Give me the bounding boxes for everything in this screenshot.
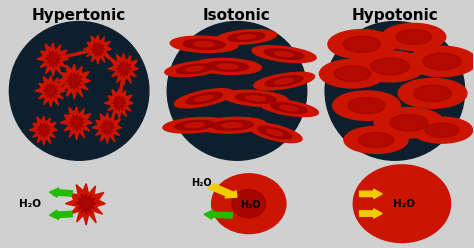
Polygon shape: [112, 96, 126, 111]
Ellipse shape: [167, 22, 307, 160]
Ellipse shape: [165, 61, 224, 77]
Text: H₂O: H₂O: [240, 200, 261, 210]
FancyArrow shape: [359, 189, 382, 199]
Text: H₂O: H₂O: [393, 199, 415, 209]
FancyArrow shape: [49, 188, 73, 197]
Ellipse shape: [333, 91, 401, 120]
Polygon shape: [104, 89, 133, 119]
Ellipse shape: [382, 24, 446, 50]
Polygon shape: [116, 61, 131, 77]
Polygon shape: [29, 116, 57, 145]
Ellipse shape: [237, 35, 255, 39]
Polygon shape: [36, 43, 69, 76]
Ellipse shape: [9, 22, 149, 160]
Ellipse shape: [175, 120, 214, 130]
Ellipse shape: [271, 103, 307, 113]
Polygon shape: [69, 115, 84, 131]
Polygon shape: [36, 123, 51, 138]
Ellipse shape: [328, 30, 396, 59]
Ellipse shape: [398, 78, 467, 108]
Polygon shape: [66, 73, 82, 90]
FancyArrow shape: [208, 184, 237, 198]
FancyArrow shape: [49, 210, 73, 219]
Polygon shape: [35, 76, 65, 107]
Ellipse shape: [183, 39, 225, 49]
Ellipse shape: [163, 117, 226, 133]
Ellipse shape: [319, 60, 385, 88]
Ellipse shape: [275, 78, 293, 84]
Ellipse shape: [176, 64, 213, 74]
Text: Hypertonic: Hypertonic: [32, 7, 126, 23]
Ellipse shape: [280, 105, 298, 111]
Ellipse shape: [211, 174, 286, 234]
Ellipse shape: [222, 123, 242, 128]
Polygon shape: [57, 64, 91, 99]
Ellipse shape: [252, 46, 316, 62]
Ellipse shape: [343, 36, 381, 52]
Ellipse shape: [425, 123, 459, 137]
Polygon shape: [65, 184, 105, 225]
Ellipse shape: [274, 52, 294, 57]
Ellipse shape: [194, 42, 214, 47]
Polygon shape: [45, 51, 61, 68]
Ellipse shape: [353, 165, 451, 243]
Ellipse shape: [259, 99, 319, 117]
Polygon shape: [100, 120, 115, 136]
Ellipse shape: [325, 22, 465, 160]
Ellipse shape: [207, 62, 248, 71]
Ellipse shape: [218, 64, 238, 69]
Ellipse shape: [185, 123, 204, 127]
Ellipse shape: [334, 66, 371, 82]
Ellipse shape: [414, 85, 451, 102]
Ellipse shape: [186, 92, 222, 104]
FancyArrow shape: [359, 209, 382, 218]
Ellipse shape: [407, 46, 474, 77]
Polygon shape: [108, 54, 138, 85]
Ellipse shape: [411, 117, 473, 143]
Ellipse shape: [211, 120, 253, 130]
Polygon shape: [43, 83, 58, 99]
Ellipse shape: [186, 66, 203, 71]
Text: Isotonic: Isotonic: [203, 7, 271, 23]
FancyArrow shape: [204, 210, 233, 219]
Ellipse shape: [355, 51, 426, 82]
Ellipse shape: [348, 97, 385, 114]
Ellipse shape: [247, 123, 302, 143]
Text: H₂O: H₂O: [191, 178, 212, 188]
Ellipse shape: [396, 30, 431, 44]
Polygon shape: [76, 194, 96, 215]
Polygon shape: [91, 42, 105, 57]
Ellipse shape: [228, 32, 265, 41]
Ellipse shape: [170, 36, 238, 53]
Ellipse shape: [358, 132, 393, 147]
Ellipse shape: [254, 72, 315, 90]
Ellipse shape: [390, 114, 428, 131]
Ellipse shape: [236, 93, 276, 103]
Ellipse shape: [374, 108, 444, 138]
Ellipse shape: [174, 89, 234, 108]
Ellipse shape: [371, 58, 410, 75]
Ellipse shape: [194, 59, 261, 74]
Ellipse shape: [199, 117, 266, 133]
Ellipse shape: [246, 96, 265, 101]
Polygon shape: [60, 107, 92, 140]
Ellipse shape: [344, 126, 408, 154]
Ellipse shape: [266, 130, 283, 136]
Text: Hypotonic: Hypotonic: [352, 7, 438, 23]
Ellipse shape: [223, 90, 289, 106]
Ellipse shape: [232, 190, 265, 218]
Ellipse shape: [195, 95, 213, 101]
Ellipse shape: [216, 30, 277, 44]
Ellipse shape: [264, 49, 304, 59]
Polygon shape: [92, 113, 122, 144]
Text: H₂O: H₂O: [18, 199, 41, 209]
Ellipse shape: [265, 76, 303, 87]
Ellipse shape: [258, 126, 292, 139]
Ellipse shape: [423, 53, 461, 70]
Polygon shape: [83, 35, 111, 64]
